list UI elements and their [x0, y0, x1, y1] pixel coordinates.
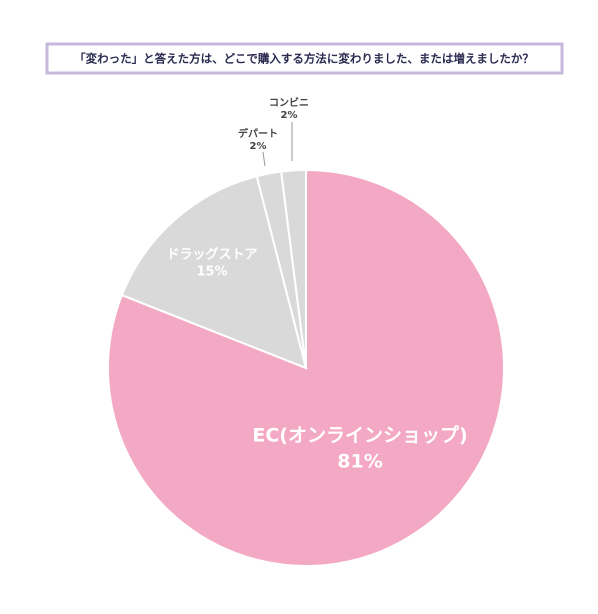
- title-box: [45, 42, 564, 75]
- slice-label: ドラッグストア: [166, 247, 257, 263]
- slice-label: デパート: [238, 127, 278, 140]
- pie-slice: [280, 168, 307, 369]
- slice-label: コンビニ: [269, 96, 309, 109]
- leader-line: [262, 151, 266, 167]
- value-label: 15%: [196, 265, 227, 280]
- value-label: 2%: [250, 141, 267, 152]
- value-label: 81%: [337, 451, 382, 473]
- pie-slice: [120, 175, 308, 370]
- chart-title: 「変わった」と答えた方は、どこで購入する方法に変わりました、または増えましたか？: [74, 52, 534, 66]
- slice-label: EC(オンラインショップ): [252, 424, 467, 447]
- value-label: 2%: [281, 110, 298, 121]
